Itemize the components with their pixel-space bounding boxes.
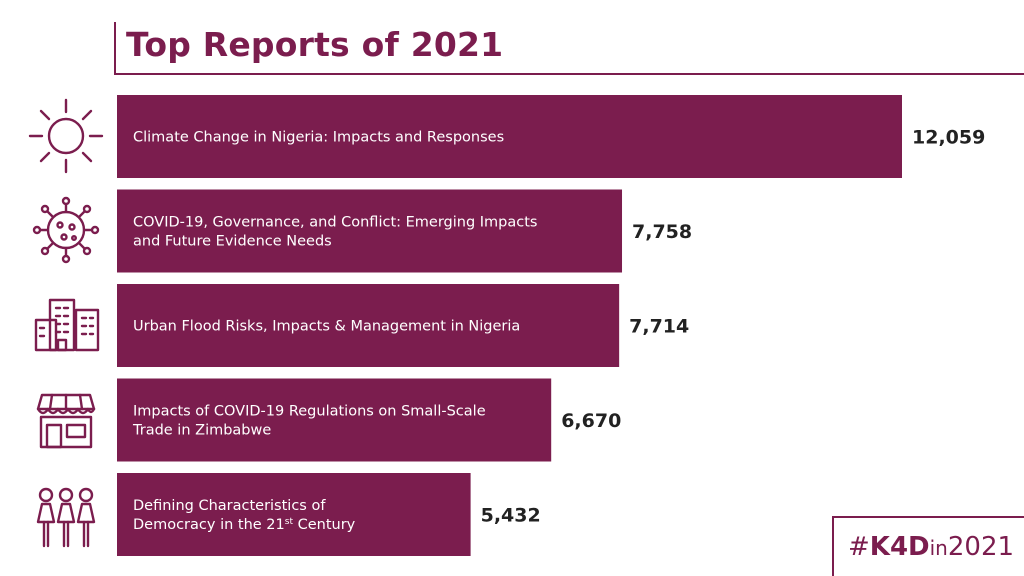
hashtag-text: #K4Din2021 — [848, 532, 1014, 562]
city-buildings-icon — [34, 298, 100, 352]
bar-value-label: 7,758 — [632, 221, 692, 243]
bar — [117, 284, 620, 367]
bar-label: Impacts of COVID-19 Regulations on Small… — [133, 404, 486, 420]
hashtag-year: 2021 — [947, 532, 1015, 562]
bar-label: COVID-19, Governance, and Conflict: Emer… — [133, 215, 537, 231]
hashtag-prefix: # — [848, 532, 870, 562]
people-group-icon — [36, 487, 96, 548]
sun-icon — [28, 98, 104, 174]
page-title: Top Reports of 2021 — [126, 25, 504, 64]
bar-value-label: 12,059 — [912, 127, 985, 149]
bar-label: Trade in Zimbabwe — [132, 423, 271, 439]
bar-value-label: 6,670 — [561, 410, 621, 432]
virus-icon — [32, 196, 100, 264]
hashtag-bold: K4D — [869, 532, 930, 562]
bar — [117, 473, 471, 556]
hashtag-small: in — [929, 536, 948, 560]
bar-label: Urban Flood Risks, Impacts & Management … — [133, 319, 520, 335]
bar-label: Democracy in the 21st Century — [133, 517, 356, 533]
bar — [117, 95, 902, 178]
title-frame: Top Reports of 2021 — [114, 22, 1024, 75]
bar-value-label: 5,432 — [481, 505, 541, 527]
bar-label: Climate Change in Nigeria: Impacts and R… — [133, 130, 504, 146]
bar-group: Climate Change in Nigeria: Impacts and R… — [117, 95, 985, 556]
bar-label: Defining Characteristics of — [133, 498, 326, 514]
bar — [117, 189, 623, 273]
hashtag-badge: #K4Din2021 — [832, 516, 1024, 576]
storefront-icon — [36, 393, 96, 449]
bar — [117, 378, 552, 462]
bar-label: and Future Evidence Needs — [133, 234, 332, 250]
bar-value-label: 7,714 — [629, 316, 689, 338]
